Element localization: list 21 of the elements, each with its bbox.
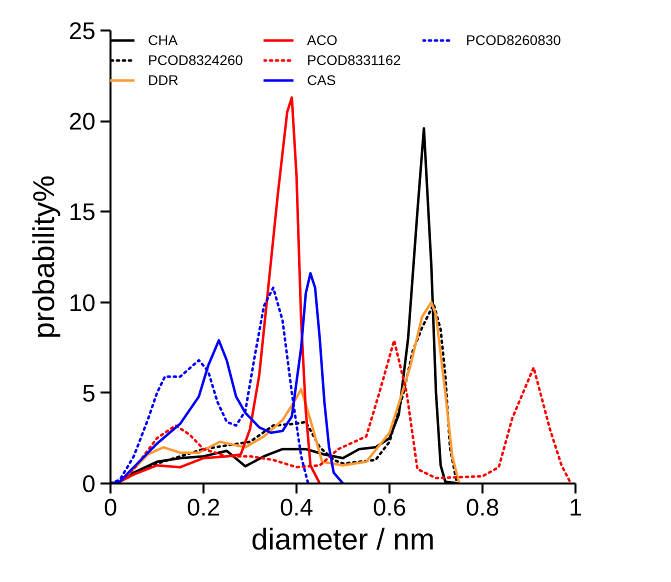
legend-label: CHA	[148, 32, 179, 48]
x-axis-title: diameter / nm	[251, 524, 435, 556]
legend-label: PCOD8331162	[307, 52, 402, 68]
legend-label: DDR	[148, 72, 180, 88]
legend-label: PCOD8324260	[148, 52, 244, 68]
x-tick-label: 1	[568, 494, 582, 522]
y-tick-label: 5	[82, 380, 96, 408]
y-tick-label: 25	[68, 18, 96, 45]
y-axis-title: probability%	[28, 175, 61, 339]
legend-label: ACO	[307, 32, 338, 48]
y-tick-label: 0	[82, 471, 96, 498]
legend-label: PCOD8260830	[466, 32, 562, 48]
x-tick-label: 0.6	[372, 494, 406, 522]
y-tick-label: 10	[68, 290, 96, 317]
x-tick-label: 0.8	[466, 494, 500, 522]
legend-label: CAS	[307, 72, 337, 88]
x-tick-label: 0.2	[186, 494, 220, 522]
x-tick-label: 0	[104, 494, 118, 522]
y-tick-label: 15	[68, 199, 96, 226]
y-tick-label: 20	[68, 108, 96, 136]
x-tick-label: 0.4	[280, 494, 314, 522]
